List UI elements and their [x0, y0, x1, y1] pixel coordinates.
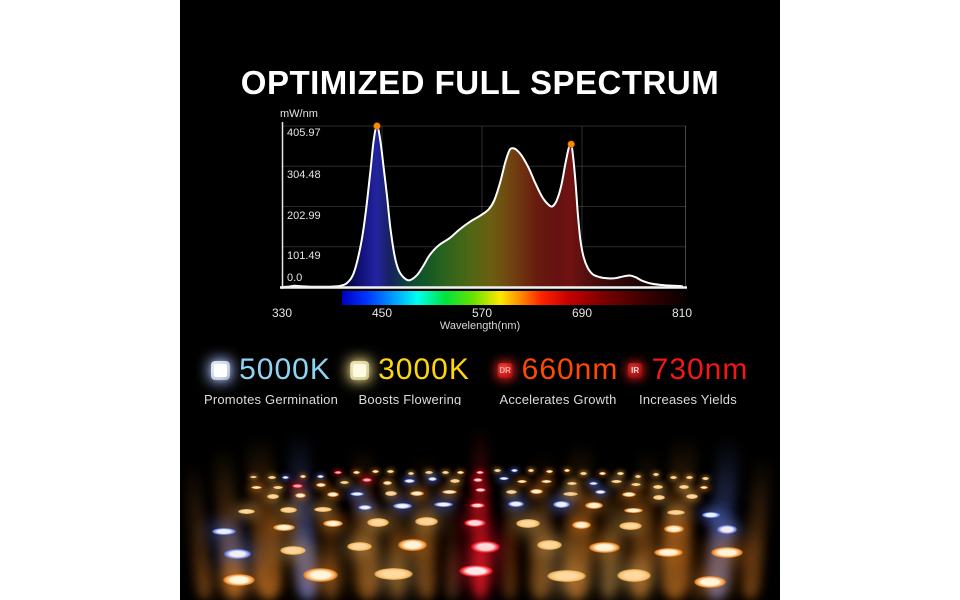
led-board-photo [180, 405, 780, 600]
feature-value: 660nm [521, 353, 619, 386]
feature-value: 730nm [651, 353, 749, 386]
feature-3000k: 3000K Boosts Flowering [350, 354, 470, 407]
feature-label: Boosts Flowering [358, 392, 462, 407]
deep-red-led-chip-icon: DR [497, 362, 513, 378]
y-tick-label: 405.97 [287, 127, 321, 139]
spectrum-chart: mW/nm 405.97 304.48 202.99 101.49 0.0 33… [180, 0, 780, 600]
feature-730nm: IR 730nm Increases Yields [627, 353, 749, 407]
x-tick-label: 570 [471, 306, 493, 320]
white-led-chip-icon [211, 360, 231, 380]
wavelength-color-bar [342, 291, 686, 305]
feature-label: Accelerates Growth [499, 392, 617, 407]
x-tick-label: 810 [671, 306, 693, 320]
x-tick-label: 330 [271, 306, 293, 320]
x-axis-title: Wavelength(nm) [439, 320, 521, 332]
y-tick-label: 304.48 [287, 169, 321, 181]
feature-label: Increases Yields [639, 392, 737, 407]
feature-value: 5000K [239, 353, 331, 386]
spectrum-area-fill [282, 126, 682, 288]
page-title: OPTIMIZED FULL SPECTRUM [240, 64, 720, 102]
feature-value: 3000K [378, 353, 470, 386]
y-tick-label: 101.49 [287, 250, 321, 262]
infrared-led-chip-icon: IR [627, 362, 643, 378]
y-axis-unit-label: mW/nm [280, 108, 318, 120]
x-tick-label: 450 [371, 306, 393, 320]
y-tick-label: 202.99 [287, 210, 321, 222]
feature-5000k: 5000K Promotes Germination [203, 353, 339, 408]
product-infographic-panel: OPTIMIZED FULL SPECTRUM [180, 0, 780, 600]
warm-white-led-chip-icon [350, 360, 370, 380]
spectrum-curve [281, 125, 683, 288]
feature-label: Promotes Germination [203, 392, 339, 407]
feature-660nm: DR 660nm Accelerates Growth [497, 353, 619, 407]
y-tick-label: 0.0 [287, 272, 303, 284]
x-tick-label: 690 [571, 306, 593, 320]
blue-peak-marker [372, 121, 382, 131]
red-peak-marker [567, 140, 576, 149]
spectrum-plot [280, 121, 687, 289]
